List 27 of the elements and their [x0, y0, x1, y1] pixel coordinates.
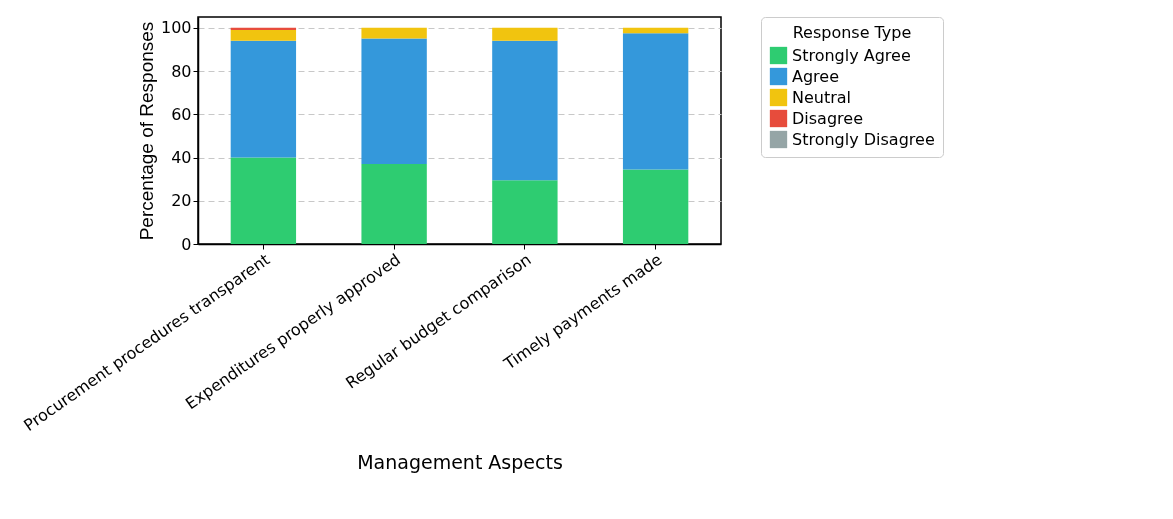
bar [230, 27, 297, 30]
legend-label: Strongly Disagree [792, 129, 935, 149]
bar [230, 29, 297, 41]
bar [492, 40, 558, 181]
bar [361, 38, 427, 165]
x-axis-title: Management Aspects [357, 451, 563, 474]
y-tick-label: 100 [160, 18, 192, 38]
legend-label: Agree [792, 66, 840, 86]
y-axis-title: Percentage of Responses [135, 21, 157, 241]
bar [492, 180, 558, 244]
y-tick-label: 20 [171, 191, 192, 211]
y-tick-label: 0 [181, 234, 192, 254]
bar [622, 27, 689, 34]
bar [492, 27, 558, 41]
y-tick-label: 80 [171, 61, 192, 81]
legend-label: Disagree [792, 108, 863, 128]
bar [622, 33, 689, 170]
legend-label: Strongly Agree [792, 45, 911, 65]
bar [230, 40, 297, 158]
legend-title: Response Type [792, 23, 912, 42]
bar [230, 157, 297, 244]
y-tick-label: 60 [171, 104, 192, 124]
y-tick-label: 40 [171, 148, 192, 168]
bar [361, 164, 427, 244]
legend-label: Neutral [792, 87, 852, 107]
bar [622, 169, 689, 244]
bar [361, 27, 427, 39]
